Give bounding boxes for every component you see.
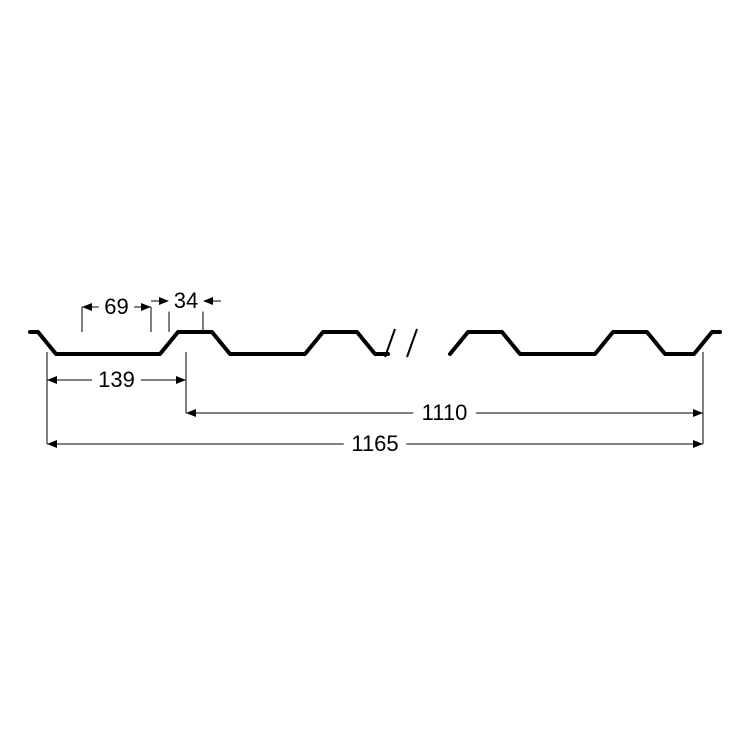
break-symbol (385, 329, 417, 357)
dim-34-label: 34 (174, 288, 198, 313)
dimensions: 69 34 139 1110 1165 (47, 287, 703, 456)
dim-1165-label: 1165 (351, 431, 398, 456)
dim-1110-label: 1110 (422, 400, 468, 425)
sheet-profile (30, 332, 720, 354)
dim-69-label: 69 (104, 294, 128, 319)
profile-cross-section-diagram: 69 34 139 1110 1165 (0, 0, 750, 750)
dim-139-label: 139 (98, 367, 135, 392)
